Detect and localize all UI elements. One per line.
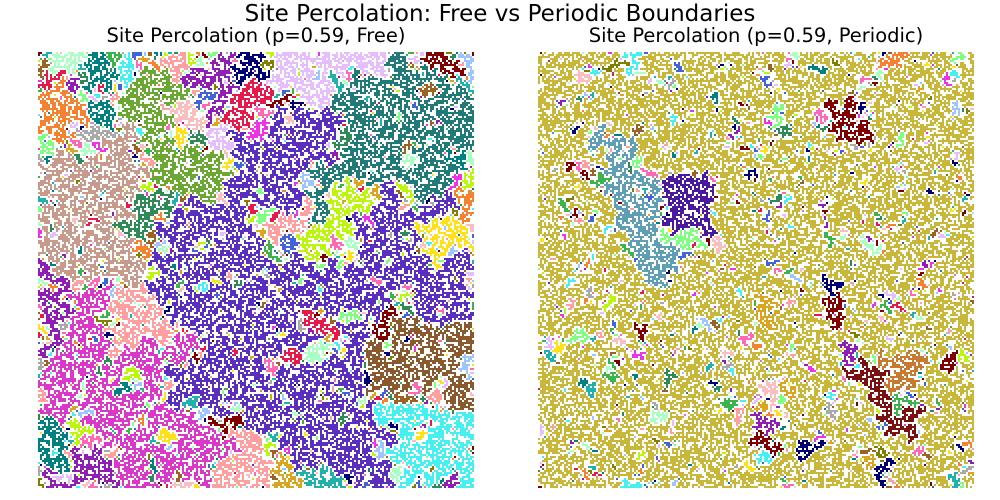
figure-title: Site Percolation: Free vs Periodic Bound… <box>244 1 756 27</box>
lattice-image-free <box>38 52 474 488</box>
panel-title-free: Site Percolation (p=0.59, Free) <box>106 24 406 47</box>
lattice-image-periodic <box>538 52 974 488</box>
panel-title-periodic: Site Percolation (p=0.59, Periodic) <box>588 24 924 47</box>
